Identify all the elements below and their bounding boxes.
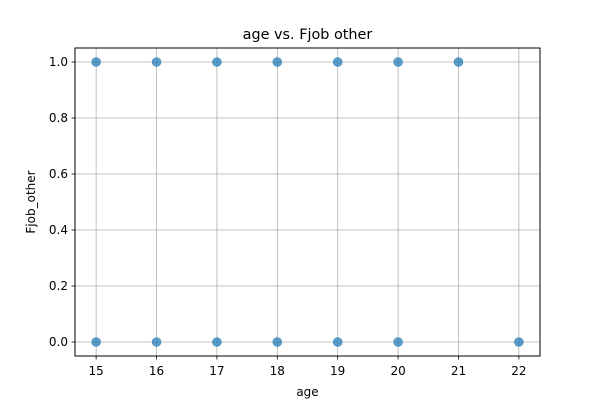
scatter-point <box>332 57 343 67</box>
y-tick-label: 0.2 <box>49 279 68 293</box>
x-tick-label: 16 <box>149 364 164 378</box>
x-tick-label: 19 <box>330 364 345 378</box>
y-tick-label: 0.8 <box>49 111 68 125</box>
x-tick-label: 17 <box>209 364 224 378</box>
scatter-point <box>272 337 283 347</box>
scatter-point <box>272 57 283 67</box>
scatter-point <box>332 337 343 347</box>
y-tick-label: 0.0 <box>49 335 68 349</box>
scatter-point <box>514 337 524 347</box>
scatter-point <box>151 337 162 347</box>
scatter-point <box>212 337 222 347</box>
y-tick-label: 0.6 <box>49 167 68 181</box>
data-points <box>91 57 524 347</box>
x-axis-label: age <box>296 385 318 399</box>
plot-frame <box>74 47 541 357</box>
y-axis-label: Fjob_other <box>24 170 38 233</box>
y-tick-label: 0.4 <box>49 223 68 237</box>
scatter-point <box>91 57 101 67</box>
scatter-point <box>151 57 162 67</box>
x-tick-label: 21 <box>451 364 466 378</box>
x-axis-ticks: 15 16 17 18 19 20 21 22 <box>88 356 527 378</box>
scatter-point <box>453 57 464 67</box>
y-tick-label: 1.0 <box>49 55 68 69</box>
y-axis-ticks: 0.0 0.2 0.4 0.6 0.8 1.0 <box>49 55 75 349</box>
x-tick-label: 15 <box>88 364 103 378</box>
x-tick-label: 20 <box>390 364 405 378</box>
grid-lines <box>75 48 540 356</box>
x-tick-label: 22 <box>511 364 526 378</box>
scatter-point <box>393 57 403 67</box>
chart-title: age vs. Fjob other <box>243 27 373 43</box>
scatter-point <box>91 337 101 347</box>
x-tick-label: 18 <box>270 364 285 378</box>
scatter-point <box>393 337 403 347</box>
scatter-point <box>212 57 222 67</box>
